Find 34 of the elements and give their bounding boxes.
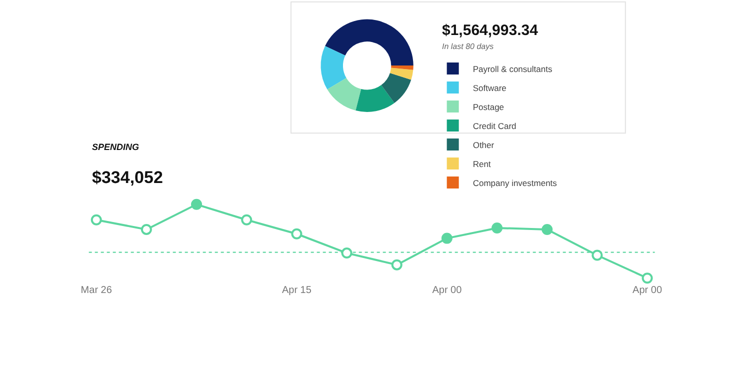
donut-slice xyxy=(320,46,346,90)
point xyxy=(542,224,553,235)
point xyxy=(592,250,603,261)
point xyxy=(391,259,402,270)
donut-slice xyxy=(327,78,362,111)
legend-label: Software xyxy=(472,82,507,93)
point xyxy=(341,248,352,259)
text: In last 80 days xyxy=(442,42,494,51)
donut-slice xyxy=(391,65,414,70)
legend-label: Rent xyxy=(472,158,492,169)
point xyxy=(140,224,152,235)
legend-label: Payroll & consultants xyxy=(472,64,552,74)
legend-label: Other xyxy=(472,140,494,150)
donut-slice xyxy=(390,68,414,80)
legend-label: Credit Card xyxy=(472,120,517,131)
point xyxy=(642,272,653,284)
x-tick-label: Apr 15 xyxy=(282,284,312,296)
donut-slice xyxy=(381,72,412,103)
point xyxy=(90,214,102,226)
donut-slice xyxy=(356,85,394,112)
legend-label: Company investments xyxy=(472,178,557,188)
x-tick-label: Apr 00 xyxy=(632,284,662,296)
x-tick-label: Mar 26 xyxy=(80,284,112,296)
x-tick-label: Apr 00 xyxy=(432,284,462,296)
chart-title: SPENDING xyxy=(92,142,140,152)
point xyxy=(241,214,252,226)
point xyxy=(191,198,202,210)
point xyxy=(492,222,503,234)
point xyxy=(291,228,302,240)
donut-slice xyxy=(325,19,414,66)
chart-title: $1,564,993.34 xyxy=(442,22,539,39)
point xyxy=(441,232,452,244)
legend-label: Postage xyxy=(472,102,504,112)
chart-subtitle: $334,052 xyxy=(92,168,163,187)
